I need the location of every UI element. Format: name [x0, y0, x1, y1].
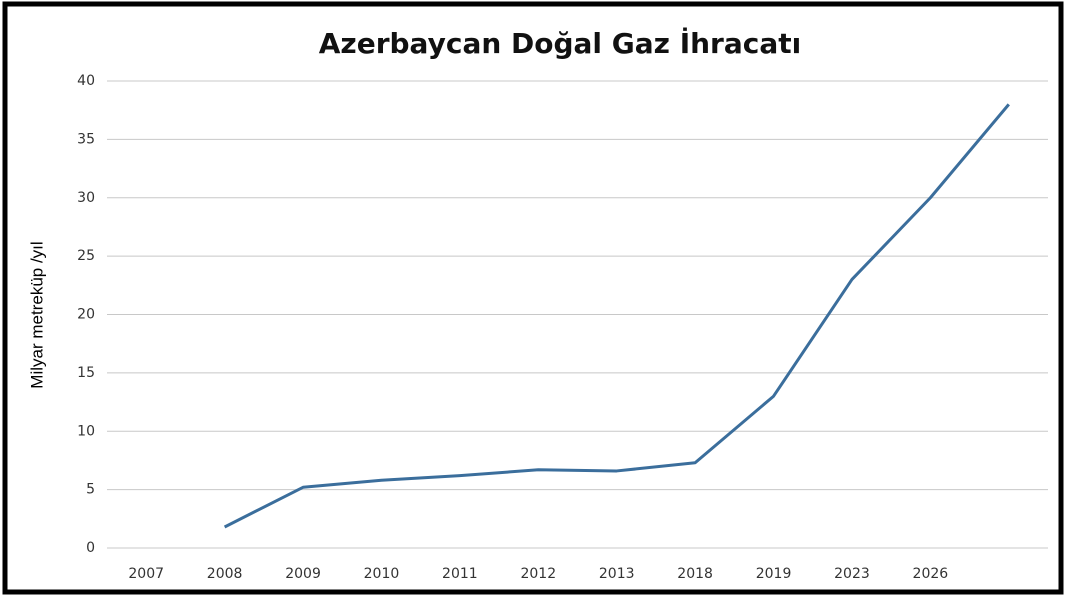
- y-tick-label: 40: [77, 73, 95, 89]
- y-tick-label: 35: [77, 131, 95, 147]
- x-tick-label: 2009: [285, 566, 321, 582]
- x-tick-label: 2008: [207, 566, 243, 582]
- x-tick-label: 2018: [677, 566, 713, 582]
- x-tick-label: 2007: [128, 566, 164, 582]
- y-tick-label: 0: [86, 540, 95, 556]
- y-tick-label: 25: [77, 248, 95, 264]
- x-tick-label: 2026: [913, 566, 949, 582]
- x-tick-label: 2013: [599, 566, 635, 582]
- y-tick-label: 20: [77, 307, 95, 323]
- x-tick-label: 2023: [834, 566, 870, 582]
- x-tick-label: 2012: [520, 566, 556, 582]
- line-series: [223, 103, 1010, 529]
- y-tick-label: 10: [77, 423, 95, 439]
- x-tick-label: 2019: [756, 566, 792, 582]
- chart-title: Azerbaycan Doğal Gaz İhracatı: [319, 26, 801, 60]
- x-tick-label: 2010: [364, 566, 400, 582]
- y-tick-label: 15: [77, 365, 95, 381]
- x-tick-label: 2011: [442, 566, 478, 582]
- y-tick-label: 30: [77, 190, 95, 206]
- y-axis-label: Milyar metreküp /yıl: [27, 241, 46, 388]
- y-tick-label: 5: [86, 482, 95, 498]
